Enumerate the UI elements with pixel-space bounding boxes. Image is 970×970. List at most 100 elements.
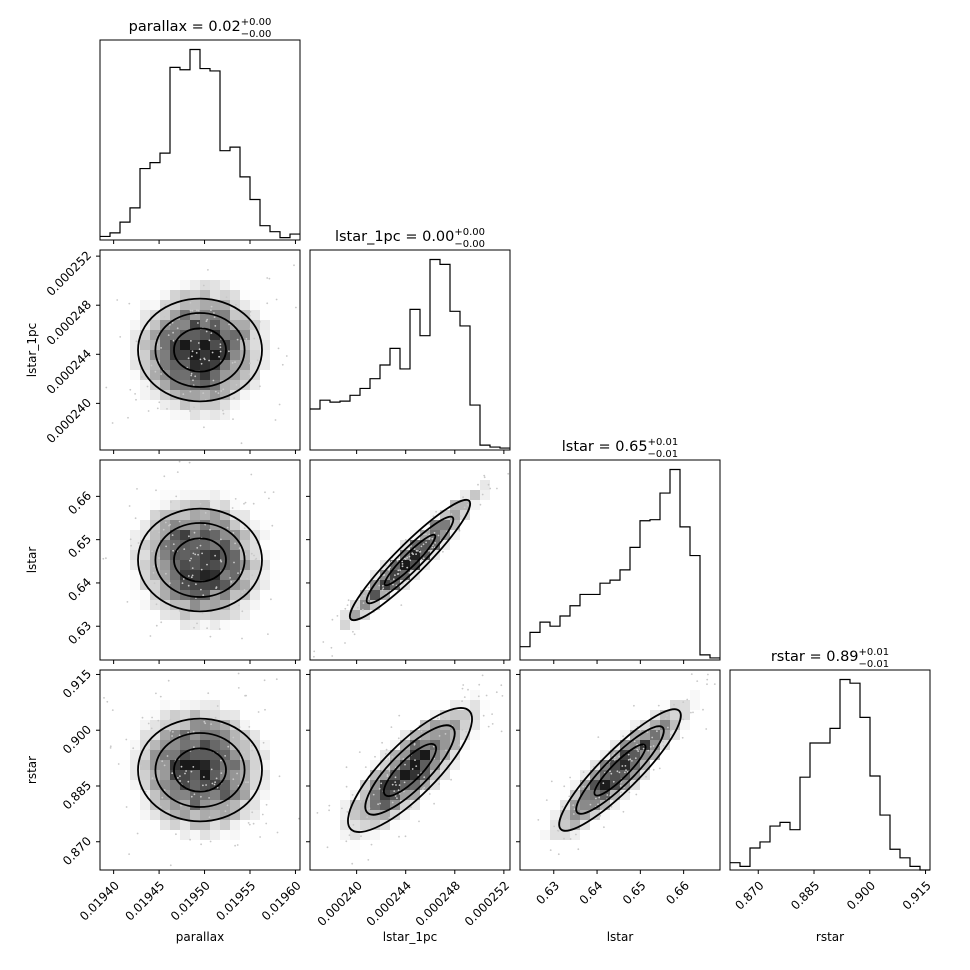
- density-cell: [250, 780, 260, 790]
- density-cell: [470, 690, 480, 700]
- density-cell: [200, 360, 210, 370]
- sample-point: [597, 803, 599, 806]
- density-cell: [560, 820, 570, 830]
- sample-point: [249, 327, 252, 330]
- density-cell: [150, 370, 160, 380]
- sample-point: [316, 812, 319, 814]
- sample-point: [240, 442, 243, 445]
- sample-point: [458, 744, 461, 746]
- sample-point: [627, 759, 630, 761]
- sample-point: [158, 401, 161, 404]
- sample-point: [251, 744, 253, 747]
- sample-point: [406, 566, 409, 569]
- density-cell: [240, 330, 250, 340]
- sample-point: [669, 729, 672, 732]
- sample-point: [175, 495, 178, 498]
- sample-point: [572, 813, 575, 815]
- sample-point: [196, 622, 198, 625]
- density-cell: [550, 820, 560, 830]
- contour-level-3: [173, 747, 227, 793]
- sample-point: [210, 309, 212, 311]
- density-cell: [440, 700, 450, 710]
- density-cell: [200, 620, 210, 630]
- sample-point: [205, 330, 208, 333]
- sample-point: [257, 711, 260, 713]
- density-cell: [350, 610, 360, 620]
- sample-point: [611, 754, 614, 756]
- density-cell: [210, 360, 220, 370]
- sample-point: [151, 550, 154, 553]
- sample-point: [189, 559, 191, 562]
- density-cell: [250, 560, 260, 570]
- density-cell: [160, 370, 170, 380]
- sample-point: [218, 628, 221, 630]
- density-cell: [200, 800, 210, 810]
- density-cell: [420, 540, 430, 550]
- density-cell: [220, 390, 230, 400]
- density-cell: [130, 380, 140, 390]
- density-cell: [420, 720, 430, 730]
- density-cell: [390, 750, 400, 760]
- density-cell: [170, 390, 180, 400]
- sample-point: [445, 749, 447, 752]
- sample-point: [159, 695, 162, 698]
- sample-point: [445, 764, 448, 767]
- density-cell: [420, 750, 430, 760]
- sample-point: [420, 730, 423, 733]
- sample-point: [682, 701, 685, 703]
- density-cell: [230, 520, 240, 530]
- density-cell: [370, 600, 380, 610]
- density-cell: [210, 760, 220, 770]
- sample-point: [359, 801, 362, 803]
- contour-level-1: [348, 498, 472, 622]
- sample-point: [610, 805, 613, 808]
- sample-point: [348, 834, 351, 837]
- density-cell: [180, 370, 190, 380]
- density-cell: [170, 610, 180, 620]
- density-cell: [560, 830, 570, 840]
- sample-point: [450, 513, 453, 515]
- density-cell: [190, 740, 200, 750]
- density-cell: [160, 390, 170, 400]
- density-cell: [260, 350, 270, 360]
- sample-point: [197, 322, 199, 324]
- sample-point: [438, 735, 441, 737]
- density-cell: [210, 620, 220, 630]
- density-cell: [160, 600, 170, 610]
- density-cell: [130, 530, 140, 540]
- sample-point: [396, 797, 398, 799]
- sample-point: [247, 822, 250, 824]
- sample-point: [241, 610, 244, 613]
- density-cell: [570, 780, 580, 790]
- density-cell: [230, 510, 240, 520]
- sample-point: [253, 554, 255, 557]
- density-cell: [180, 510, 190, 520]
- density-cell: [200, 300, 210, 310]
- sample-point: [150, 364, 153, 367]
- sample-point: [230, 581, 233, 583]
- sample-point: [397, 573, 400, 575]
- density-cell: [120, 770, 130, 780]
- density-cell: [180, 500, 190, 510]
- density-cell: [140, 780, 150, 790]
- sample-point: [163, 789, 166, 791]
- sample-point: [172, 731, 174, 733]
- contour-level-2: [154, 732, 246, 808]
- sample-point: [250, 552, 253, 555]
- density-cell: [250, 810, 260, 820]
- sample-point: [328, 809, 330, 812]
- density-cell: [180, 410, 190, 420]
- sample-point: [667, 726, 669, 729]
- density-cell: [160, 610, 170, 620]
- density-cell: [460, 700, 470, 710]
- sample-point: [656, 730, 658, 733]
- sample-point: [119, 336, 122, 338]
- density-cell: [250, 750, 260, 760]
- density-cell: [160, 360, 170, 370]
- density-cell: [190, 710, 200, 720]
- sample-point: [183, 548, 186, 550]
- density-cell: [140, 380, 150, 390]
- sample-point: [458, 529, 461, 532]
- sample-point: [249, 362, 251, 365]
